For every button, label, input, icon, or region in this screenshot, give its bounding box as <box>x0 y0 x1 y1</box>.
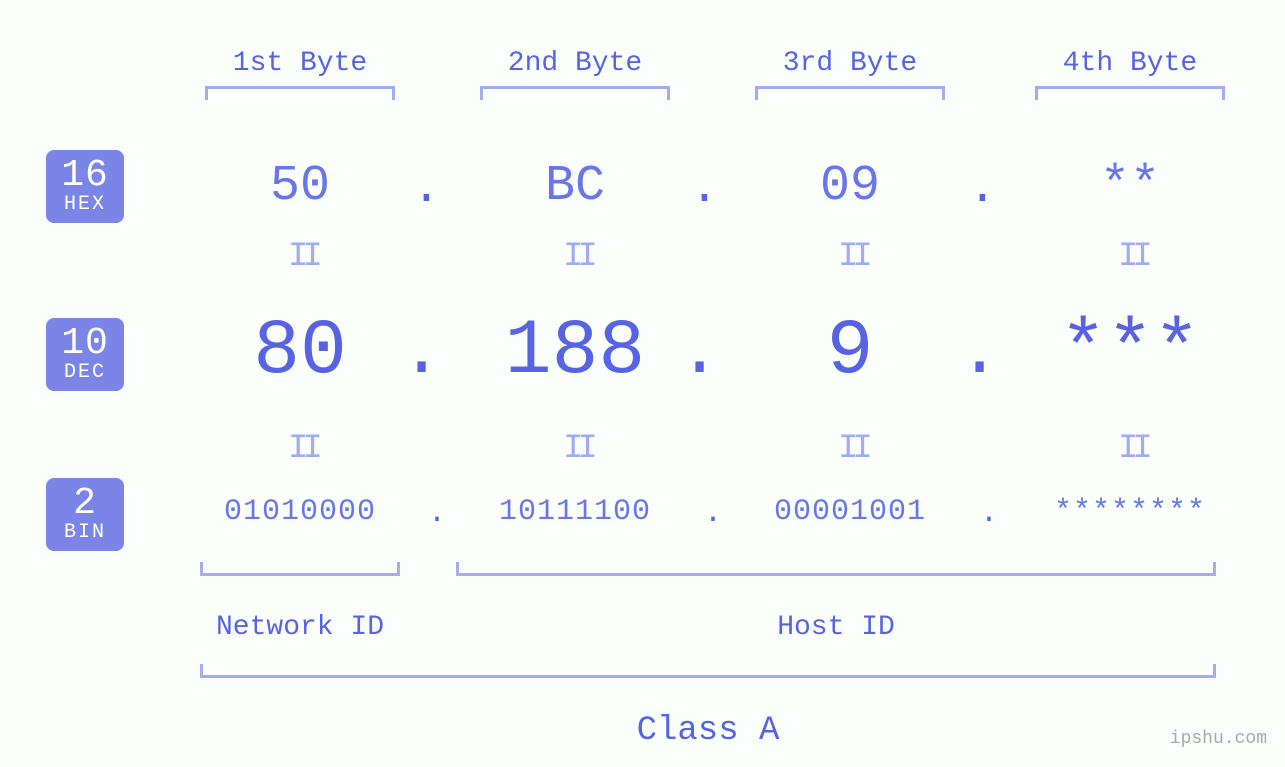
badge-dec-num: 10 <box>46 324 124 364</box>
hex-dot-1: . <box>412 162 441 216</box>
watermark: ipshu.com <box>1170 729 1267 749</box>
bin-dot-2: . <box>704 497 722 531</box>
badge-dec-abbr: DEC <box>46 362 124 383</box>
badge-dec: 10 DEC <box>46 318 124 391</box>
dec-dot-3: . <box>958 312 1001 394</box>
bin-byte-4: ******** <box>1010 495 1250 529</box>
bin-byte-3: 00001001 <box>730 495 970 529</box>
host-bracket <box>456 562 1216 576</box>
byte-label-1: 1st Byte <box>200 48 400 79</box>
badge-bin: 2 BIN <box>46 478 124 551</box>
badge-bin-num: 2 <box>46 484 124 524</box>
eq-hex-dec-2: II <box>563 238 592 276</box>
dec-dot-1: . <box>400 312 443 394</box>
hex-byte-2: BC <box>475 158 675 215</box>
bin-byte-2: 10111100 <box>455 495 695 529</box>
hex-dot-3: . <box>968 162 997 216</box>
bin-dot-1: . <box>428 497 446 531</box>
byte-label-4: 4th Byte <box>1030 48 1230 79</box>
badge-hex-num: 16 <box>46 156 124 196</box>
hex-byte-3: 09 <box>750 158 950 215</box>
badge-hex: 16 HEX <box>46 150 124 223</box>
eq-hex-dec-3: II <box>838 238 867 276</box>
hex-byte-1: 50 <box>200 158 400 215</box>
byte-bracket-3 <box>755 86 945 100</box>
hex-dot-2: . <box>690 162 719 216</box>
network-id-label: Network ID <box>200 612 400 643</box>
byte-label-3: 3rd Byte <box>750 48 950 79</box>
eq-hex-dec-1: II <box>288 238 317 276</box>
network-bracket <box>200 562 400 576</box>
byte-bracket-4 <box>1035 86 1225 100</box>
eq-dec-bin-2: II <box>563 430 592 468</box>
byte-bracket-1 <box>205 86 395 100</box>
dec-byte-2: 188 <box>475 308 675 396</box>
eq-hex-dec-4: II <box>1118 238 1147 276</box>
class-bracket <box>200 664 1216 678</box>
class-label: Class A <box>208 712 1208 750</box>
byte-label-2: 2nd Byte <box>475 48 675 79</box>
bin-byte-1: 01010000 <box>180 495 420 529</box>
dec-byte-4: *** <box>1030 308 1230 396</box>
eq-dec-bin-4: II <box>1118 430 1147 468</box>
bin-dot-3: . <box>980 497 998 531</box>
eq-dec-bin-3: II <box>838 430 867 468</box>
badge-bin-abbr: BIN <box>46 522 124 543</box>
badge-hex-abbr: HEX <box>46 194 124 215</box>
eq-dec-bin-1: II <box>288 430 317 468</box>
dec-byte-1: 80 <box>200 308 400 396</box>
dec-byte-3: 9 <box>750 308 950 396</box>
dec-dot-2: . <box>678 312 721 394</box>
host-id-label: Host ID <box>456 612 1216 643</box>
byte-bracket-2 <box>480 86 670 100</box>
hex-byte-4: ** <box>1030 158 1230 215</box>
